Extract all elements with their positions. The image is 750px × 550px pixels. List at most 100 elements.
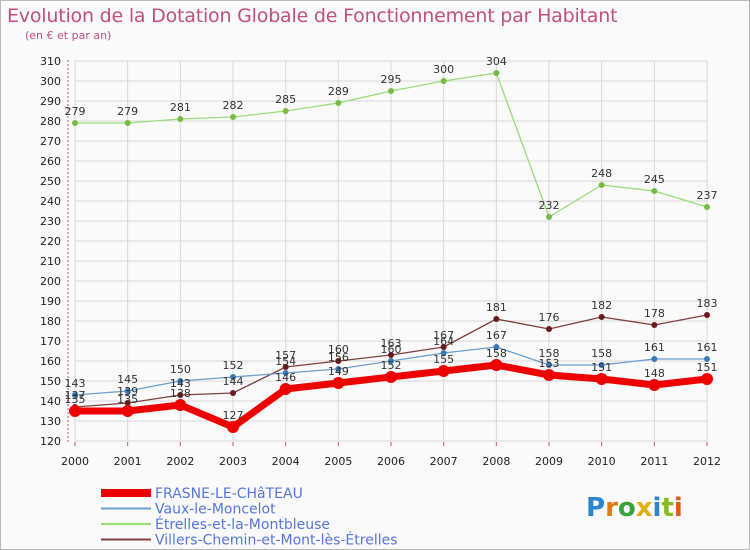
data-label: 152 — [223, 359, 244, 372]
data-point — [598, 362, 605, 368]
data-point — [651, 188, 658, 194]
data-point — [388, 352, 394, 358]
data-label: 158 — [486, 347, 507, 360]
data-point — [701, 373, 713, 385]
data-point — [704, 356, 710, 362]
data-point — [177, 392, 184, 398]
x-tick-label: 2004 — [272, 455, 300, 468]
data-label: 164 — [433, 335, 454, 348]
data-point — [335, 100, 342, 106]
data-label: 127 — [223, 409, 244, 422]
data-label: 232 — [539, 199, 560, 212]
data-label: 279 — [65, 105, 86, 118]
data-point — [282, 364, 289, 370]
y-tick-label: 270 — [40, 135, 61, 148]
data-point — [124, 400, 131, 406]
data-point — [177, 116, 184, 122]
data-label: 160 — [381, 343, 402, 356]
y-tick-label: 260 — [40, 155, 61, 168]
data-point — [335, 358, 342, 364]
data-point — [124, 120, 131, 126]
data-point — [227, 421, 239, 433]
data-point — [388, 88, 394, 94]
data-label: 155 — [433, 353, 454, 366]
data-label: 154 — [275, 355, 296, 368]
data-point — [72, 392, 78, 398]
data-label: 285 — [275, 93, 296, 106]
data-label: 289 — [328, 85, 349, 98]
data-point — [493, 316, 500, 322]
data-label: 156 — [328, 351, 349, 364]
y-tick-label: 120 — [40, 435, 61, 448]
data-point — [648, 379, 661, 391]
x-tick-label: 2005 — [324, 455, 352, 468]
data-point — [385, 371, 397, 383]
data-point — [282, 108, 289, 114]
data-point — [440, 350, 447, 356]
data-label: 151 — [697, 361, 718, 374]
data-label: 245 — [644, 173, 665, 186]
data-label: 167 — [433, 329, 454, 342]
data-label: 237 — [697, 189, 718, 202]
y-tick-label: 250 — [40, 175, 61, 188]
legend-label: Villers-Chemin-et-Mont-lès-Étrelles — [155, 532, 398, 549]
legend: FRASNE-LE-CHâTEAUVaux-le-MoncelotÉtrelle… — [101, 486, 398, 549]
data-label: 139 — [117, 385, 138, 398]
data-point — [543, 369, 555, 381]
y-tick-label: 210 — [40, 255, 61, 268]
x-tick-label: 2002 — [166, 455, 194, 468]
y-tick-label: 180 — [40, 315, 61, 328]
data-label: 135 — [65, 393, 86, 406]
data-label: 158 — [591, 347, 612, 360]
data-point — [279, 383, 292, 395]
data-label: 135 — [117, 393, 138, 406]
data-point — [332, 377, 345, 389]
y-tick-label: 230 — [40, 215, 61, 228]
axis-layer: 120 130 140 150 160 170 180 190 200 210 220 230 240 2… — [40, 55, 721, 468]
data-label: 176 — [539, 311, 560, 324]
y-tick-label: 170 — [40, 335, 61, 348]
data-label: 181 — [486, 301, 507, 314]
data-label: 178 — [644, 307, 665, 320]
legend-label: Étrelles-et-la-Montbleuse — [155, 516, 330, 533]
y-tick-label: 240 — [40, 195, 61, 208]
data-label: 143 — [65, 377, 86, 390]
data-label: 295 — [381, 73, 402, 86]
data-label: 150 — [170, 363, 191, 376]
data-label: 161 — [644, 341, 665, 354]
data-label: 160 — [328, 343, 349, 356]
y-tick-label: 220 — [40, 235, 61, 248]
x-tick-label: 2000 — [61, 455, 89, 468]
data-label: 152 — [381, 359, 402, 372]
data-label: 163 — [381, 337, 402, 350]
chart-subtitle: (en € et par an) — [25, 29, 112, 42]
y-tick-label: 190 — [40, 295, 61, 308]
data-point — [598, 314, 605, 320]
data-point — [651, 322, 658, 328]
y-tick-label: 290 — [40, 95, 61, 108]
data-label: 137 — [65, 389, 86, 402]
y-tick-label: 280 — [40, 115, 61, 128]
y-tick-label: 200 — [40, 275, 61, 288]
data-label: 300 — [433, 63, 454, 76]
data-label: 304 — [486, 55, 507, 68]
data-label: 143 — [170, 377, 191, 390]
data-label: 158 — [539, 347, 560, 360]
data-point — [69, 405, 81, 417]
data-point — [388, 358, 394, 364]
data-label: 281 — [170, 101, 191, 114]
y-tick-label: 150 — [40, 375, 61, 388]
data-label: 157 — [275, 349, 296, 362]
y-tick-label: 130 — [40, 415, 61, 428]
data-point — [230, 114, 236, 120]
x-tick-label: 2007 — [430, 455, 458, 468]
data-point — [704, 312, 710, 318]
data-point — [121, 405, 134, 417]
y-tick-label: 310 — [40, 55, 61, 68]
x-tick-label: 2006 — [377, 455, 405, 468]
data-point — [546, 362, 552, 368]
data-point — [440, 344, 447, 350]
data-point — [174, 399, 187, 411]
